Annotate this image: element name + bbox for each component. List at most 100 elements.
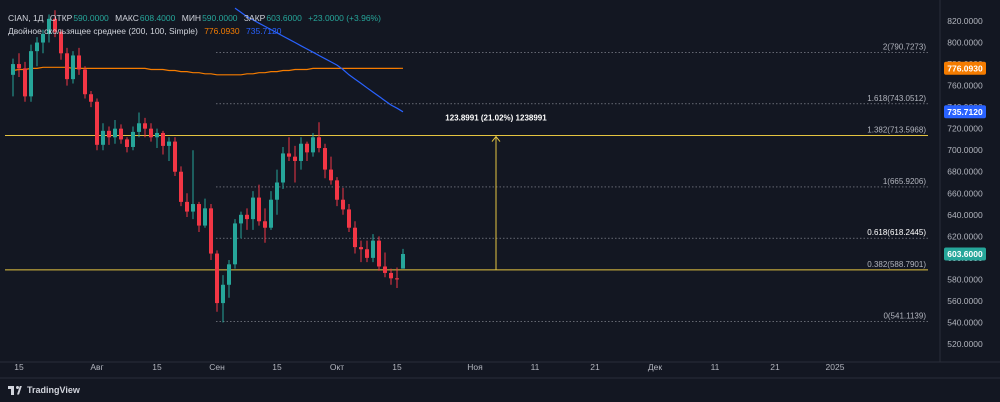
candle-body <box>341 199 345 210</box>
candle-body <box>395 278 399 280</box>
candle-body <box>107 130 111 138</box>
candle-body <box>29 51 33 97</box>
candles <box>11 10 405 323</box>
time-tick-label: Ноя <box>467 362 483 372</box>
candle-body <box>365 249 369 258</box>
close-label: ЗАКР <box>243 13 266 23</box>
candle-body <box>11 64 15 75</box>
candle-body <box>377 240 381 267</box>
price-tick-label: 580.0000 <box>947 274 983 284</box>
fib-level-label: 0.382(588.7901) <box>867 260 926 269</box>
price-tick-label: 640.0000 <box>947 210 983 220</box>
candle-body <box>227 264 231 285</box>
candle-body <box>383 266 387 273</box>
price-tick-label: 800.0000 <box>947 38 983 48</box>
candle-body <box>17 64 21 69</box>
candle-body <box>281 153 285 183</box>
fib-level-label: 1.382(713.5968) <box>867 126 926 135</box>
time-axis[interactable]: 15 Авг 15 Сен 15 Окт 15 Ноя 11 21 Дек 11 21 2025 <box>14 362 844 372</box>
price-tick-label: 560.0000 <box>947 296 983 306</box>
candle-body <box>41 33 45 43</box>
candle-body <box>353 227 357 248</box>
price-tick-label: 820.0000 <box>947 16 983 26</box>
candle-body <box>71 55 75 80</box>
fib-level-label: 2(790.7273) <box>883 43 926 52</box>
candle-body <box>65 53 69 80</box>
time-tick-label: 21 <box>770 362 780 372</box>
candle-body <box>185 201 189 212</box>
time-tick-label: 21 <box>590 362 600 372</box>
candle-body <box>89 94 93 102</box>
time-tick-label: 11 <box>711 362 720 372</box>
candle-body <box>263 221 267 228</box>
close-value: 603.6000 <box>266 13 302 23</box>
candle-body <box>203 208 207 226</box>
candle-body <box>77 55 81 70</box>
candle-body <box>389 272 393 279</box>
candle-body <box>251 197 255 220</box>
candle-body <box>287 153 291 157</box>
candle-body <box>269 199 273 228</box>
candle-body <box>161 132 165 146</box>
low-label: МИН <box>181 13 202 23</box>
candle-body <box>101 130 105 145</box>
candle-body <box>293 156 297 161</box>
brand-name: TradingView <box>27 385 80 395</box>
candle-body <box>329 169 333 181</box>
candle-body <box>155 132 159 138</box>
measure-arrow-head <box>491 135 501 142</box>
candle-body <box>371 240 375 258</box>
chart-legend: CIAN, 1Д ОТКР590.0000 МАКС608.4000 МИН59… <box>8 12 381 38</box>
ma-100-path <box>234 7 404 113</box>
candle-body <box>125 139 129 147</box>
candle-body <box>191 204 195 212</box>
candle-body <box>347 209 351 228</box>
candle-body <box>53 18 57 32</box>
candle-body <box>245 214 249 220</box>
ma-indicator-title[interactable]: Двойное скользящее среднее (200, 100, Si… <box>8 26 198 36</box>
price-tick-label: 760.0000 <box>947 81 983 91</box>
candle-body <box>167 141 171 146</box>
candle-body <box>83 69 87 95</box>
time-tick-label: Сен <box>209 362 225 372</box>
tradingview-logo-icon <box>8 385 22 395</box>
price-tags: 776.0930 735.7120 603.6000 <box>944 61 986 261</box>
time-tick-label: Дек <box>648 362 662 372</box>
price-tag-label: 603.6000 <box>947 249 983 259</box>
candle-body <box>221 284 225 304</box>
price-range-measure[interactable]: 123.8991 (21.02%) 1238991 <box>445 114 547 270</box>
price-tag-label: 776.0930 <box>947 63 983 73</box>
price-tick-label: 700.0000 <box>947 145 983 155</box>
candle-body <box>197 204 201 226</box>
price-tag-bg <box>944 247 986 261</box>
candle-body <box>143 123 147 129</box>
time-tick-label: Окт <box>330 362 344 372</box>
candle-body <box>137 123 141 132</box>
ma-100-line <box>234 7 404 113</box>
fibonacci-retracement[interactable]: 2(790.7273) 1.618(743.0512) 1.382(713.5968… <box>5 43 928 322</box>
change-value: +23.0000 (+3.96%) <box>308 13 381 23</box>
candle-body <box>209 208 213 254</box>
ma-100-value: 735.7120 <box>246 26 282 36</box>
candle-body <box>335 180 339 200</box>
measure-label: 123.8991 (21.02%) 1238991 <box>445 114 547 123</box>
candle-body <box>95 101 99 145</box>
high-value: 608.4000 <box>139 13 176 23</box>
candle-body <box>311 137 315 153</box>
fib-level-label: 1.618(743.0512) <box>867 94 926 103</box>
time-tick-label: Авг <box>90 362 103 372</box>
candle-body <box>359 247 363 250</box>
time-tick-label: 15 <box>392 362 402 372</box>
candle-body <box>323 148 327 170</box>
symbol-label[interactable]: CIAN, 1Д <box>8 13 44 23</box>
price-tick-label: 720.0000 <box>947 124 983 134</box>
fib-level-label: 0(541.1139) <box>883 311 926 320</box>
ma-legend: Двойное скользящее среднее (200, 100, Si… <box>8 25 381 38</box>
ma-200-value: 776.0930 <box>204 26 240 36</box>
tradingview-brand[interactable]: TradingView <box>8 385 80 395</box>
open-label: ОТКР <box>49 13 73 23</box>
time-tick-label: 11 <box>531 362 540 372</box>
candle-body <box>305 143 309 153</box>
candle-body <box>179 171 183 202</box>
